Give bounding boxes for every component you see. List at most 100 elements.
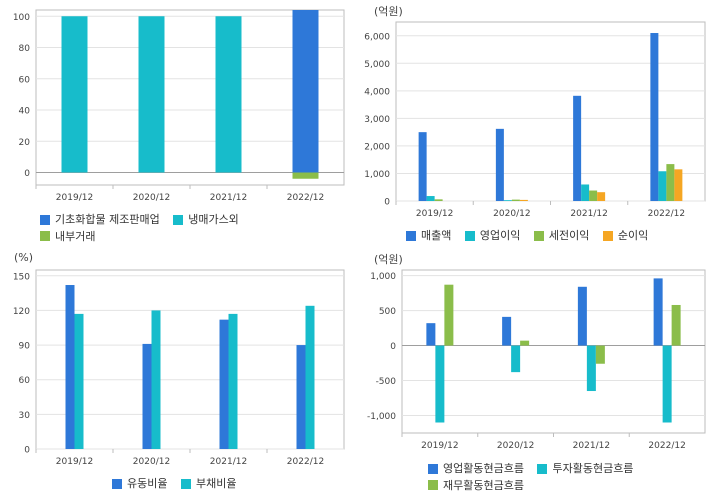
bar (305, 305, 315, 449)
legend-swatch (40, 214, 50, 225)
legend-swatch (533, 230, 544, 241)
legend-label: 영업이익 (479, 229, 521, 242)
y-tick-label: 4,000 (364, 87, 390, 97)
y-tick-label: 60 (19, 376, 31, 386)
legend-label: 부채비율 (195, 477, 237, 490)
legend-item[interactable]: 영업활동현금흐름 (428, 461, 524, 476)
x-tick-label: 2021/12 (210, 193, 247, 203)
y-tick-label: 0 (24, 446, 30, 456)
x-tick-label: 2020/12 (497, 441, 534, 451)
bar (228, 313, 238, 449)
chart-4-svg: -1,000 -500 0 500 1,000 2019/12 2020/12 2021/12… (367, 269, 706, 451)
y-tick-label: 60 (19, 75, 31, 85)
legend-label: 세전이익 (548, 229, 590, 242)
y-tick-label: 0 (24, 169, 30, 179)
bar (151, 310, 161, 449)
bar (74, 313, 84, 449)
x-tick-label: 2020/12 (493, 209, 530, 219)
x-tick-label: 2021/12 (573, 441, 610, 451)
legend-item[interactable]: 세전이익 (533, 228, 590, 243)
bar (519, 199, 528, 201)
y-tick-label: 0 (390, 342, 396, 352)
x-tick-label: 2020/12 (133, 457, 170, 467)
bar (658, 171, 667, 201)
legend-item[interactable]: 기초화합물 제조판매업 (40, 212, 160, 227)
x-tick-label: 2022/12 (287, 457, 324, 467)
bar (511, 345, 521, 373)
bar (61, 16, 88, 173)
y-tick-label: 2,000 (364, 142, 390, 152)
chart-4-legend: 영업활동현금흐름 투자활동현금흐름 재무활동현금흐름 (428, 461, 718, 494)
bar (653, 278, 663, 346)
x-tick-label: 2019/12 (56, 457, 93, 467)
chart-3-svg: 0 30 60 90 120 150 2019/12 2020/12 2021/12 2022/1… (13, 269, 345, 467)
y-tick-label: 1,000 (370, 272, 396, 282)
x-tick-label: 2022/12 (648, 441, 685, 451)
bar (426, 323, 436, 346)
bar (138, 16, 165, 173)
bar (292, 172, 319, 179)
bar (581, 184, 590, 201)
legend-swatch (428, 480, 438, 490)
y-tick-label: 6,000 (364, 32, 390, 42)
x-tick-label: 2020/12 (133, 193, 170, 203)
y-tick-label: 150 (13, 272, 30, 282)
bar (292, 10, 319, 173)
y-tick-label: 1,000 (364, 170, 390, 180)
x-tick-label: 2021/12 (210, 457, 247, 467)
y-tick-label: 100 (13, 13, 30, 23)
bar (577, 286, 587, 346)
legend-label: 투자활동현금흐름 (552, 462, 634, 475)
legend-label: 매출액 (421, 229, 452, 242)
legend-label: 유동비율 (127, 477, 168, 490)
legend-item[interactable]: 유동비율 (112, 476, 167, 491)
y-tick-label: 30 (19, 411, 31, 421)
bar (418, 132, 427, 201)
bar (650, 33, 659, 202)
bar (502, 316, 512, 346)
chart-panel-3: (%) 0 30 60 90 120 150 2019/12 2020/12 2021/12 20… (0, 248, 360, 496)
y-tick-label: 500 (379, 307, 396, 317)
legend-swatch (180, 478, 191, 489)
legend-item[interactable]: 영업이익 (464, 228, 521, 243)
y-tick-label: 40 (19, 107, 31, 117)
chart-panel-2: (억원) 0 1,000 2,000 3,000 4,000 5,000 6,000 2019… (360, 0, 720, 248)
x-tick-label: 2022/12 (287, 193, 324, 203)
chart-3-legend: 유동비율 부채비율 (112, 476, 352, 493)
bar (666, 164, 675, 201)
bar (142, 343, 152, 449)
legend-item[interactable]: 부채비율 (180, 476, 237, 491)
x-tick-label: 2019/12 (421, 441, 458, 451)
legend-item[interactable]: 재무활동현금흐름 (428, 478, 524, 493)
legend-item[interactable]: 매출액 (406, 228, 451, 243)
legend-swatch (537, 463, 548, 474)
bar (426, 196, 435, 201)
legend-item[interactable]: 순이익 (602, 228, 648, 243)
bar (662, 345, 672, 423)
bar (434, 199, 443, 201)
legend-item[interactable]: 투자활동현금흐름 (537, 461, 633, 476)
legend-label: 재무활동현금흐름 (443, 478, 524, 492)
y-tick-label: 120 (13, 307, 30, 317)
x-tick-label: 2022/12 (648, 209, 685, 219)
bar (511, 199, 520, 201)
bar (65, 285, 75, 449)
y-tick-label: 90 (19, 342, 31, 352)
legend-swatch (406, 230, 416, 241)
bar (595, 345, 605, 364)
bar (215, 16, 242, 173)
legend-swatch (112, 478, 122, 489)
chart-3-unit: (%) (14, 251, 34, 264)
bar (589, 190, 598, 201)
legend-swatch (40, 231, 50, 241)
bar (597, 192, 606, 201)
legend-item[interactable]: 내부거래 (40, 229, 95, 244)
bar (520, 340, 530, 346)
y-tick-label: 5,000 (364, 60, 390, 70)
legend-label: 내부거래 (55, 229, 96, 243)
chart-4-unit: (억원) (374, 253, 403, 266)
y-tick-label: 0 (384, 198, 390, 208)
chart-2-unit: (억원) (374, 5, 403, 18)
legend-item[interactable]: 냉매가스외 (173, 212, 239, 227)
chart-1-svg: 0 20 40 60 80 100 2019/12 2020/12 2021/12 2022/12 (13, 9, 345, 203)
